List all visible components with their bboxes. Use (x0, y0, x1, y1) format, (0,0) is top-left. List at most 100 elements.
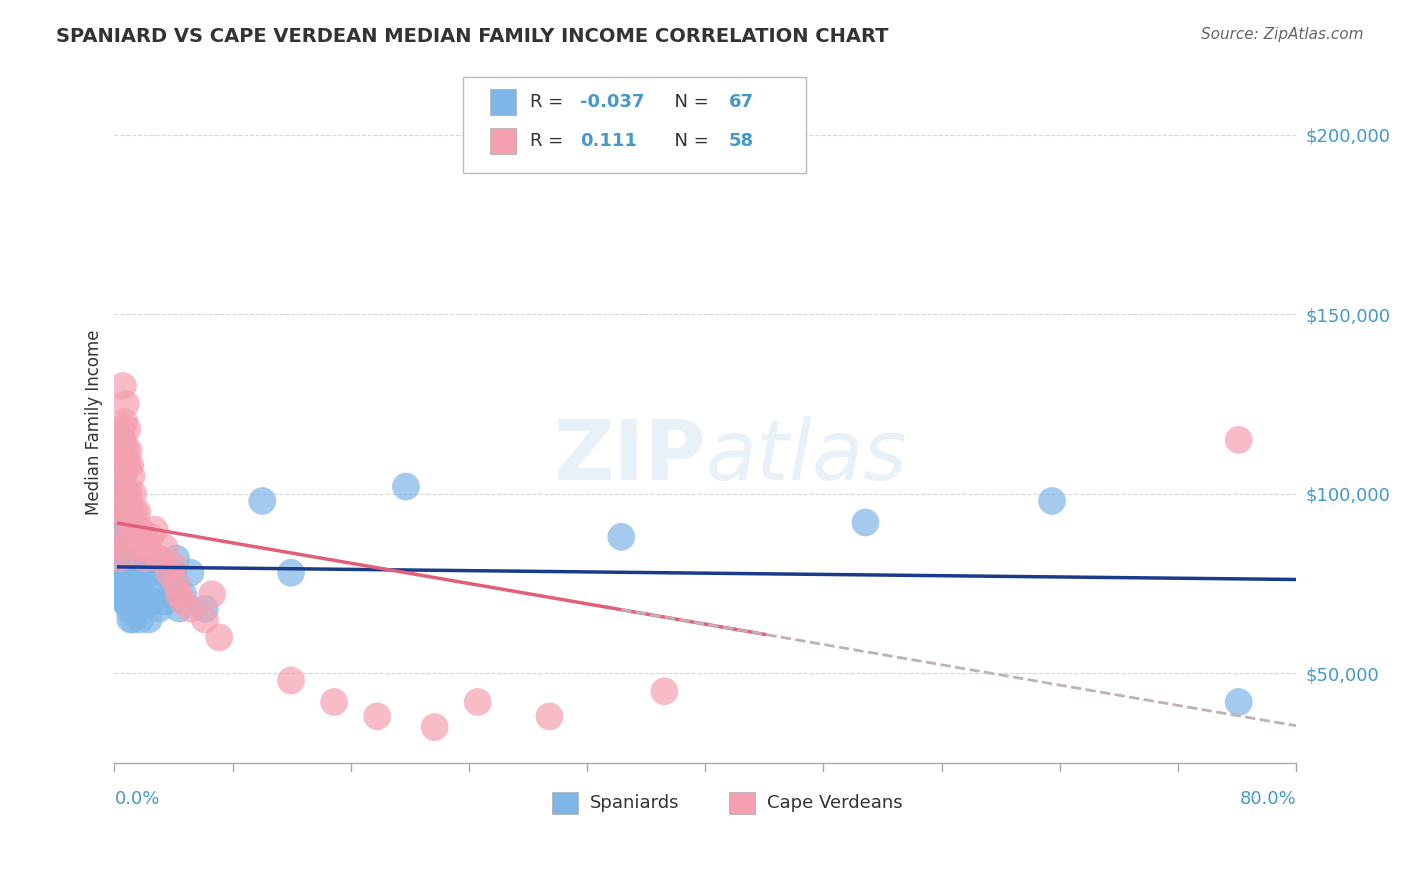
Text: R =: R = (530, 132, 575, 150)
Point (132, 530, 155, 544)
Text: 0.0%: 0.0% (114, 790, 160, 808)
Point (112, 576, 135, 591)
Point (115, 505, 138, 519)
Point (121, 594, 143, 608)
Point (110, 505, 132, 519)
Point (114, 576, 136, 591)
Point (115, 576, 138, 591)
Text: 0.111: 0.111 (581, 132, 637, 150)
Point (395, 480, 418, 494)
Point (122, 487, 145, 501)
Point (108, 487, 131, 501)
Point (127, 601, 149, 615)
Point (117, 505, 139, 519)
Point (143, 523, 166, 537)
Point (138, 612, 160, 626)
Text: N =: N = (662, 93, 714, 111)
Point (114, 415, 136, 429)
FancyBboxPatch shape (463, 78, 806, 173)
Point (118, 601, 141, 615)
Text: 58: 58 (728, 132, 754, 150)
Point (114, 450, 136, 465)
Point (110, 576, 132, 591)
Bar (491, 128, 516, 153)
Point (114, 523, 136, 537)
Point (127, 505, 149, 519)
Text: 67: 67 (728, 93, 754, 111)
Point (117, 458, 139, 472)
Point (112, 468, 135, 483)
Point (165, 551, 187, 566)
Point (115, 594, 138, 608)
Point (112, 379, 135, 393)
Point (108, 505, 131, 519)
Point (108, 551, 131, 566)
Point (167, 601, 190, 615)
Text: Cape Verdeans: Cape Verdeans (766, 794, 903, 813)
Point (108, 530, 131, 544)
Point (139, 566, 162, 580)
Point (118, 566, 141, 580)
Point (129, 523, 152, 537)
Point (150, 566, 173, 580)
Point (120, 505, 142, 519)
Point (131, 566, 153, 580)
Point (108, 433, 131, 447)
Text: Spaniards: Spaniards (589, 794, 679, 813)
Point (180, 566, 202, 580)
Point (117, 523, 139, 537)
Point (136, 541, 159, 555)
Text: 80.0%: 80.0% (1240, 790, 1296, 808)
Point (172, 587, 194, 601)
Point (117, 422, 139, 436)
Point (129, 587, 152, 601)
Point (165, 576, 187, 591)
Point (118, 487, 141, 501)
Point (172, 594, 194, 608)
Point (117, 594, 139, 608)
Bar (728, 792, 755, 814)
Point (114, 487, 136, 501)
Point (194, 601, 217, 615)
Point (112, 541, 135, 555)
Point (121, 516, 143, 530)
Point (110, 458, 132, 472)
Point (115, 487, 138, 501)
Y-axis label: Median Family Income: Median Family Income (86, 329, 103, 515)
Point (110, 422, 132, 436)
Text: N =: N = (662, 132, 714, 150)
Point (122, 530, 145, 544)
Point (194, 612, 217, 626)
Point (366, 709, 388, 723)
Point (1040, 494, 1063, 508)
Text: atlas: atlas (706, 416, 907, 497)
Point (157, 566, 180, 580)
Point (141, 594, 163, 608)
Point (112, 468, 135, 483)
Point (110, 541, 132, 555)
Point (124, 601, 146, 615)
Point (115, 397, 138, 411)
Point (108, 530, 131, 544)
Point (120, 612, 142, 626)
Text: Source: ZipAtlas.com: Source: ZipAtlas.com (1201, 27, 1364, 42)
Point (280, 566, 302, 580)
Point (162, 558, 184, 573)
Point (134, 587, 156, 601)
Point (110, 450, 132, 465)
Point (112, 505, 135, 519)
Point (153, 594, 176, 608)
Point (610, 530, 633, 544)
Point (157, 587, 180, 601)
Text: R =: R = (530, 93, 569, 111)
Point (115, 541, 138, 555)
Point (120, 458, 142, 472)
Point (124, 576, 146, 591)
Point (131, 541, 153, 555)
Point (120, 583, 142, 598)
Point (139, 530, 162, 544)
Point (167, 587, 190, 601)
Point (1227, 695, 1250, 709)
Point (208, 631, 231, 645)
Point (108, 458, 131, 472)
